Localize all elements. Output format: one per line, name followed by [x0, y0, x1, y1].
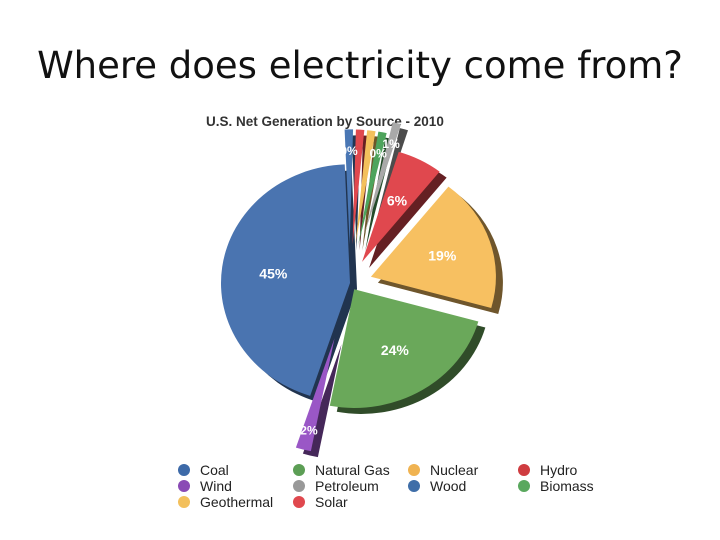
legend-label: Nuclear	[430, 462, 479, 478]
slice-label-nuclear: 19%	[428, 247, 457, 263]
legend-label: Petroleum	[315, 478, 379, 494]
slice-labels: 45%0% 0%1%6%19%24%2%	[259, 137, 457, 437]
legend-swatch	[408, 480, 420, 492]
slice-label-wood: 0%	[340, 144, 358, 158]
legend-label: Geothermal	[200, 494, 274, 510]
slice-label-petroleum: 1%	[382, 137, 400, 151]
legend-swatch	[178, 464, 190, 476]
slice-label-biomass: 0%	[369, 147, 387, 161]
legend-swatch	[293, 480, 305, 492]
pie-slice-petroleum	[364, 122, 401, 235]
legend-item-wind: Wind	[178, 478, 232, 494]
legend-swatch	[293, 464, 305, 476]
slide-title: Where does electricity come from?	[37, 44, 683, 87]
legend-item-coal: Coal	[178, 462, 229, 478]
legend-item-petroleum: Petroleum	[293, 478, 379, 494]
legend-swatch	[178, 480, 190, 492]
legend-label: Natural Gas	[315, 462, 390, 478]
legend-swatch	[408, 464, 420, 476]
legend-swatch	[518, 464, 530, 476]
legend-item-natural-gas: Natural Gas	[293, 462, 390, 478]
slice-label-wind: 2%	[300, 424, 318, 438]
legend-swatch	[178, 496, 190, 508]
legend-label: Wind	[200, 478, 232, 494]
pie-slice-nuclear	[370, 186, 496, 308]
legend-item-nuclear: Nuclear	[408, 462, 478, 478]
pie-slice-geothermal	[355, 130, 376, 245]
legend-item-solar: Solar	[293, 494, 348, 510]
pie-slice-solar	[352, 129, 365, 245]
legend-swatch	[293, 496, 305, 508]
legend-label: Solar	[315, 494, 348, 510]
legend-label: Wood	[430, 478, 467, 494]
chart-title: U.S. Net Generation by Source - 2010	[206, 114, 444, 129]
legend-item-wood: Wood	[408, 478, 466, 494]
legend-item-biomass: Biomass	[518, 478, 594, 494]
slice-label-coal: 45%	[259, 265, 288, 281]
legend-item-geothermal: Geothermal	[178, 494, 273, 510]
legend-swatch	[518, 480, 530, 492]
pie-slice-wood	[344, 129, 354, 245]
slice-label-natural-gas: 24%	[381, 342, 410, 358]
legend-label: Biomass	[540, 478, 594, 494]
pie-chart: 45%0% 0%1%6%19%24%2%	[220, 122, 503, 458]
slice-label-hydro: 6%	[387, 193, 408, 209]
legend-item-hydro: Hydro	[518, 462, 577, 478]
pie-slice-hydro	[362, 151, 440, 262]
pie-slice-natural-gas	[329, 289, 479, 408]
pie-slice-biomass	[358, 131, 387, 246]
pie-slices	[220, 122, 496, 452]
pie-slice-coal	[220, 164, 350, 396]
legend-label: Coal	[200, 462, 229, 478]
legend-label: Hydro	[540, 462, 578, 478]
pie-slice-wind	[295, 338, 335, 452]
